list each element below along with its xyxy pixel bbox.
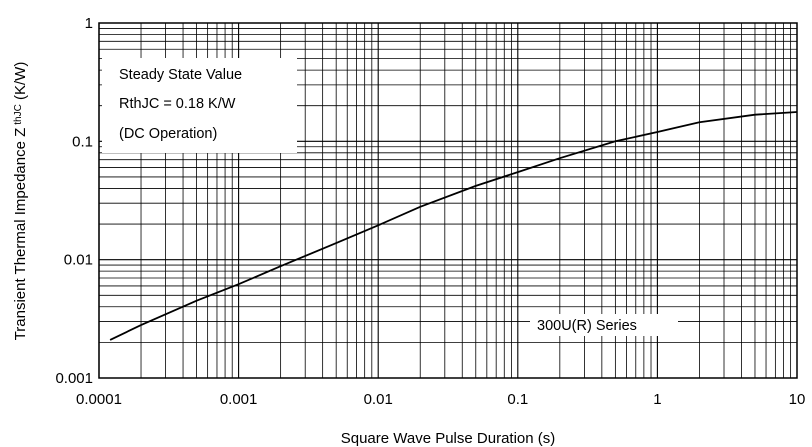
- x-tick-label: 0.001: [220, 391, 258, 408]
- steady-state-box: [102, 58, 297, 153]
- y-axis-title-sub: thJC: [13, 104, 24, 125]
- y-tick-label: 0.001: [55, 370, 93, 387]
- x-tick-label: 1: [653, 391, 661, 408]
- plot-frame: [98, 22, 798, 379]
- y-axis-title-main: Transient Thermal Impedance Z: [12, 128, 29, 341]
- annotations: Steady State Value RthJC = 0.18 K/W (DC …: [102, 58, 678, 336]
- x-axis-title: Square Wave Pulse Duration (s): [341, 430, 556, 447]
- x-tick-label: 10: [789, 391, 806, 408]
- x-tick-labels: 0.0001 0.001 0.01 0.1 1 10: [76, 391, 805, 408]
- y-axis-title: Transient Thermal Impedance Z thJC (K/W): [12, 62, 29, 341]
- y-tick-label: 0.01: [64, 252, 93, 269]
- steady-state-line-1: Steady State Value: [119, 67, 242, 83]
- series-label: 300U(R) Series: [537, 318, 637, 334]
- x-tick-label: 0.1: [507, 391, 528, 408]
- x-tick-label: 0.0001: [76, 391, 122, 408]
- x-tick-label: 0.01: [364, 391, 393, 408]
- steady-state-line-2: RthJC = 0.18 K/W: [119, 96, 236, 112]
- series-label-box: [530, 314, 678, 336]
- steady-state-line-3: (DC Operation): [119, 126, 217, 142]
- y-tick-labels: 0.001 0.01 0.1 1: [55, 15, 93, 387]
- y-tick-label: 1: [85, 15, 93, 32]
- y-axis-title-unit: (K/W): [12, 62, 29, 105]
- y-tick-label: 0.1: [72, 133, 93, 150]
- series-line: [109, 111, 798, 341]
